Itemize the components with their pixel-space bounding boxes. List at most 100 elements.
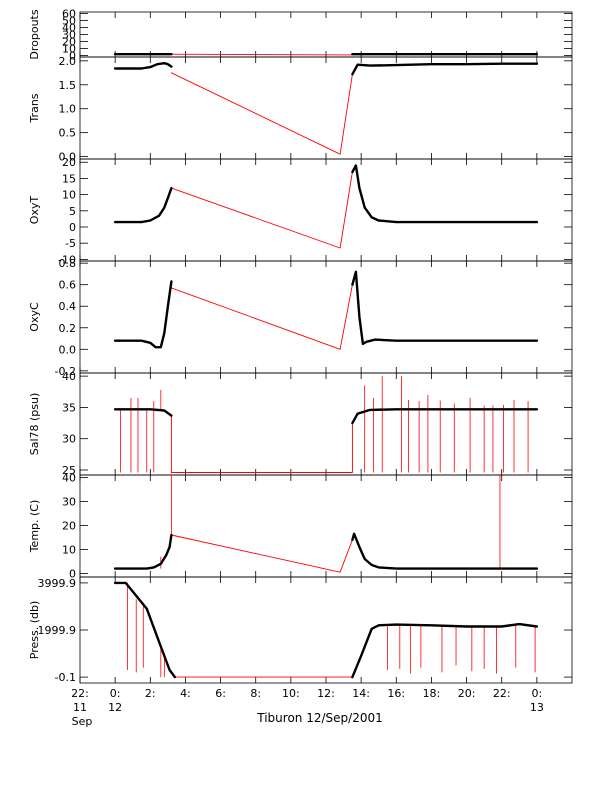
x-tick-label: 0: [110, 687, 121, 700]
y-tick-label: 3999.9 [38, 577, 77, 590]
y-tick-label: 0.2 [59, 322, 77, 335]
series-line-interpolated [170, 165, 357, 249]
x-tick-sublabel: 12 [108, 701, 122, 714]
series-line-data [351, 622, 539, 679]
y-axis-label: Dropouts [28, 9, 41, 59]
series-line-data [351, 270, 539, 346]
y-tick-label: 20 [62, 156, 76, 169]
panel-7: -0.1 1999.9 3999.9 Press. (db) [28, 576, 573, 684]
panel-data [113, 62, 539, 155]
series-line-data [351, 532, 539, 570]
y-tick-label: 35 [62, 401, 76, 414]
y-axis-label: OxyT [28, 196, 41, 225]
y-tick-label: 1999.9 [38, 624, 77, 637]
y-tick-label: 20 [62, 36, 76, 49]
y-tick-label: 10 [62, 43, 76, 56]
x-tick-sublabel: 13 [530, 701, 544, 714]
y-tick-label: 15 [62, 172, 76, 185]
y-tick-label: 0 [69, 50, 76, 63]
series-line-data [113, 533, 173, 570]
panel-frame [79, 474, 573, 578]
panel-data [113, 164, 539, 249]
y-tick-label: 40 [62, 471, 76, 484]
x-tick-label: 0: [531, 687, 542, 700]
series-line-data [113, 408, 173, 417]
panel-data [113, 376, 539, 473]
y-tick-label: 25 [62, 464, 76, 477]
series-line-data [351, 408, 539, 425]
y-tick-label: 1.5 [59, 79, 77, 92]
panel-frame [79, 56, 573, 160]
x-tick-label: 20: [458, 687, 476, 700]
panel-5: 25 30 35 40 Sal78 (psu) [28, 370, 573, 477]
panel-data [113, 270, 539, 350]
y-tick-label: 10 [62, 189, 76, 202]
panel-data [113, 581, 539, 679]
y-tick-label: -5 [65, 237, 76, 250]
y-axis-label: Press. (db) [28, 601, 41, 660]
series-line-interpolated [170, 415, 353, 473]
y-axis-label: Temp. (C) [28, 500, 41, 554]
panel-frame [79, 260, 573, 374]
y-tick-label: 0 [69, 221, 76, 234]
y-tick-label: 5 [69, 205, 76, 218]
y-tick-label: 1.0 [59, 103, 77, 116]
x-tick-label: 14: [352, 687, 370, 700]
y-tick-label: 0.4 [59, 300, 77, 313]
y-tick-label: 0.0 [59, 151, 77, 164]
panel-2: 0.0 0.5 1.0 1.5 2.0 Trans [28, 55, 573, 164]
x-tick-sublabel: Sep [72, 715, 93, 728]
x-tick-sublabel: 11 [73, 701, 87, 714]
y-tick-label: 10 [62, 543, 76, 556]
panel-data [113, 475, 539, 573]
x-tick-label: 12: [317, 687, 335, 700]
series-line-data [351, 164, 539, 224]
y-tick-label: -0.1 [55, 671, 76, 684]
x-tick-label: 16: [387, 687, 405, 700]
panel-6: 0 10 20 30 40 Temp. (C) [28, 471, 573, 580]
series-line-interpolated [170, 72, 353, 155]
series-line-data [113, 62, 173, 70]
x-tick-label: 2: [145, 687, 156, 700]
y-axis-label: OxyC [28, 302, 41, 332]
series-line-data [113, 581, 177, 679]
panel-4: -0.2 0.0 0.2 0.4 0.6 0.8 OxyC [28, 257, 573, 378]
y-tick-label: 40 [62, 21, 76, 34]
x-tick-label: 6: [215, 687, 226, 700]
y-tick-label: 0.0 [59, 343, 77, 356]
y-tick-label: 0.6 [59, 279, 77, 292]
x-tick-label: 22: [71, 687, 89, 700]
y-tick-label: 20 [62, 519, 76, 532]
series-line-data [113, 280, 173, 349]
series-line-data [113, 186, 173, 224]
y-tick-label: -10 [58, 253, 76, 266]
y-axis-label: Trans [28, 93, 41, 123]
panel-frame [79, 11, 573, 58]
y-tick-label: 30 [62, 433, 76, 446]
y-tick-label: 50 [62, 14, 76, 27]
y-tick-label: 0 [69, 567, 76, 580]
series-line-interpolated [170, 533, 355, 573]
series-line-data [351, 62, 539, 76]
y-tick-label: 40 [62, 370, 76, 383]
y-axis-label: Sal78 (psu) [28, 393, 41, 456]
x-tick-label: 4: [180, 687, 191, 700]
series-line-interpolated [170, 53, 353, 56]
chart-panels: 0102030405060Dropouts0.00.51.01.52.0Tran… [28, 7, 573, 684]
panel-3: -10 -5 0 5 10 15 20 OxyT [28, 156, 573, 266]
x-tick-label: 22: [493, 687, 511, 700]
series-line-interpolated [170, 271, 357, 350]
figure-caption: Tiburon 12/Sep/2001 [256, 711, 382, 725]
y-tick-label: 2.0 [59, 55, 77, 68]
x-tick-label: 18: [423, 687, 441, 700]
panel-frame [79, 158, 573, 262]
x-tick-label: 10: [282, 687, 300, 700]
y-tick-label: 30 [62, 495, 76, 508]
y-tick-label: 0.5 [59, 127, 77, 140]
x-tick-label: 8: [250, 687, 261, 700]
panel-data [113, 53, 539, 56]
y-tick-label: 0.8 [59, 257, 77, 270]
